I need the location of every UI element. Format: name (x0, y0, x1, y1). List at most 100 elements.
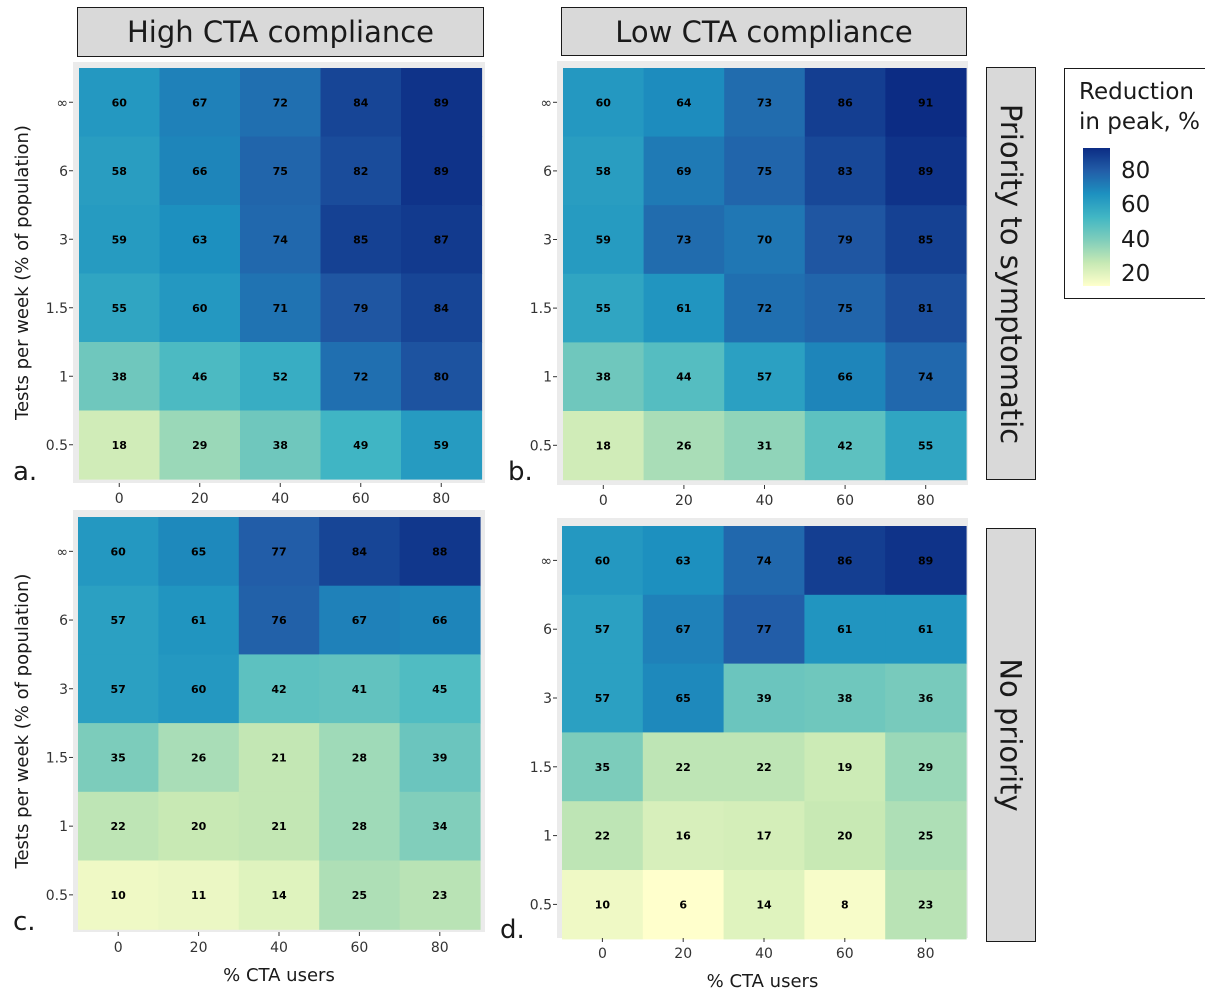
legend-tick: 20 (1121, 261, 1151, 287)
cell-value-label: 66 (432, 614, 448, 627)
cell-value-label: 55 (918, 439, 933, 452)
heatmap-cell (319, 517, 401, 587)
cell-value-label: 31 (757, 439, 772, 452)
cell-value-label: 39 (756, 692, 771, 705)
cell-value-label: 72 (757, 302, 772, 315)
cell-value-label: 38 (112, 370, 127, 383)
heatmap-cell (79, 410, 161, 480)
cell-value-label: 38 (596, 371, 611, 384)
heatmap-cell (319, 860, 401, 930)
x-tick-label: 40 (756, 493, 774, 509)
heatmap-cell (804, 68, 886, 138)
cell-value-label: 21 (271, 820, 286, 833)
heatmap-cell (643, 273, 725, 343)
cell-value-label: 29 (192, 439, 207, 452)
heatmap-cell (238, 585, 320, 655)
cell-value-label: 6 (679, 898, 687, 911)
heatmap-cell (562, 594, 644, 665)
x-tick-label: 80 (917, 946, 935, 962)
heatmap-cell (804, 273, 886, 343)
cell-value-label: 42 (837, 439, 852, 452)
cell-value-label: 23 (432, 889, 447, 902)
heatmap-cell (885, 411, 967, 481)
y-tick-label: 0.5 (530, 438, 552, 454)
y-tick-label: ∞ (56, 95, 68, 111)
heatmap-cell (804, 205, 886, 275)
heatmap-cell (562, 526, 644, 596)
cell-value-label: 63 (676, 554, 691, 567)
cell-value-label: 22 (111, 820, 126, 833)
heatmap-cell (724, 136, 806, 206)
panel-tag-label: a. (13, 457, 37, 487)
heatmap-cell (401, 410, 483, 480)
cell-value-label: 58 (112, 165, 127, 178)
heatmap-cell (723, 801, 805, 871)
heatmap-cell (563, 411, 645, 481)
legend-tick: 80 (1121, 158, 1151, 184)
cell-value-label: 38 (273, 439, 288, 452)
x-tick-label: 40 (755, 946, 773, 962)
cell-value-label: 89 (434, 96, 449, 109)
heatmap-cell (563, 342, 645, 412)
cell-value-label: 52 (273, 370, 288, 383)
cell-value-label: 46 (192, 370, 208, 383)
heatmap-cell (642, 526, 725, 596)
cell-value-label: 26 (676, 439, 692, 452)
x-tick-label: 80 (432, 491, 450, 507)
cell-value-label: 57 (111, 614, 126, 627)
heatmap-cell (399, 791, 481, 862)
heatmap-cell (804, 526, 886, 596)
y-tick-label: 6 (543, 622, 552, 638)
heatmap-cell (320, 273, 402, 343)
cell-value-label: 80 (434, 370, 450, 383)
heatmap-cell (159, 342, 241, 412)
heatmap-cell (643, 411, 725, 481)
cell-value-label: 58 (596, 165, 611, 178)
x-tick-label: 60 (836, 493, 854, 509)
cell-value-label: 76 (271, 614, 287, 627)
heatmap-cell (159, 410, 241, 480)
cell-value-label: 17 (756, 830, 771, 843)
heatmap-cell (885, 205, 967, 275)
heatmap-cell (643, 342, 725, 412)
x-axis-title: % CTA users (707, 971, 819, 992)
heatmap-cell (723, 870, 805, 940)
y-tick-label: 6 (543, 164, 552, 180)
cell-value-label: 44 (676, 371, 692, 384)
heatmap-cell (563, 68, 645, 138)
y-tick-label: 1 (59, 369, 68, 385)
cell-value-label: 36 (918, 692, 934, 705)
cell-value-label: 77 (756, 623, 771, 636)
cell-value-label: 70 (757, 234, 773, 247)
y-tick-label: 1 (543, 370, 552, 386)
heatmap-cell (563, 205, 645, 275)
x-tick-label: 80 (917, 493, 935, 509)
cell-value-label: 23 (918, 898, 933, 911)
cell-value-label: 59 (434, 439, 449, 452)
heatmap-cell (885, 663, 967, 733)
cell-value-label: 65 (191, 545, 206, 558)
x-tick-label: 60 (350, 940, 368, 956)
heatmap-cell (723, 732, 805, 802)
heatmap-cell (885, 732, 967, 802)
cell-value-label: 10 (111, 889, 127, 902)
heatmap-cell (885, 801, 967, 871)
cell-value-label: 59 (596, 234, 611, 247)
heatmap-cell (319, 585, 401, 655)
heatmap-cell (159, 205, 241, 275)
cell-value-label: 49 (353, 439, 368, 452)
heatmap-cell (79, 342, 161, 412)
heatmap-cell (563, 273, 645, 343)
y-tick-label: 3 (59, 682, 68, 698)
cell-value-label: 10 (595, 898, 611, 911)
heatmap-cell (401, 136, 483, 206)
heatmap-cell (399, 585, 481, 655)
x-tick-label: 0 (115, 491, 124, 507)
heatmap-cell (885, 136, 967, 206)
y-tick-label: 6 (59, 613, 68, 629)
cell-value-label: 59 (112, 233, 127, 246)
y-tick-label: 0.5 (46, 888, 68, 904)
heatmap-cell (642, 870, 725, 940)
heatmap-cell (804, 594, 886, 665)
